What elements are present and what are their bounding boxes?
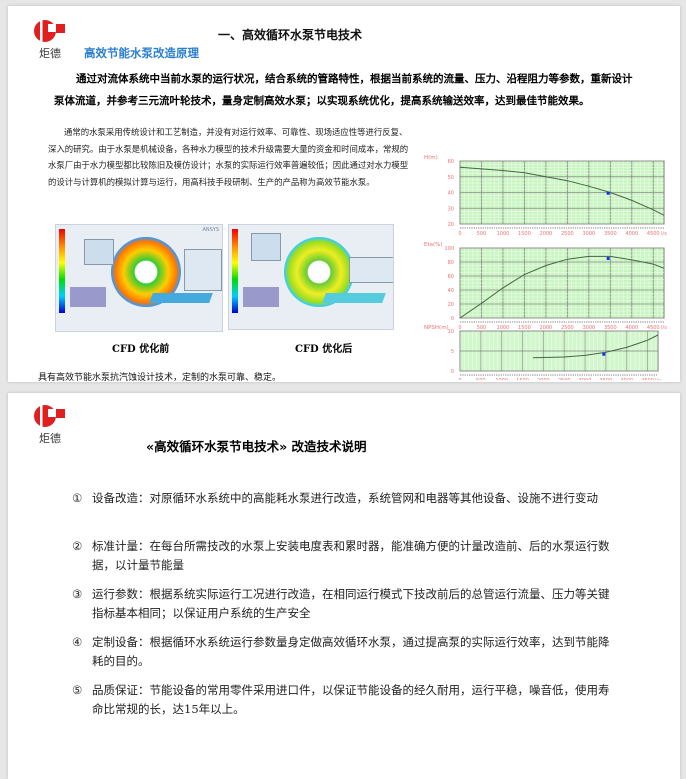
y-tick-label: 20 xyxy=(448,302,454,308)
y-tick-label: 10 xyxy=(448,329,454,335)
item-number: ① xyxy=(72,491,83,505)
y-tick-label: 0 xyxy=(451,316,454,322)
x-tick-label: 3500 xyxy=(604,231,617,237)
cfd-before-caption: CFD 优化前 xyxy=(112,344,170,355)
section-subtitle: 高效节能水泵改造原理 xyxy=(84,46,199,60)
series-line xyxy=(459,255,665,319)
x-tick-label: 3000 xyxy=(582,231,595,237)
y-tick-label: 20 xyxy=(448,222,454,228)
x-tick-label: 1500 xyxy=(518,231,531,237)
x-tick-label: 4000 xyxy=(625,325,638,331)
logo-mark-icon xyxy=(34,403,65,429)
logo: 炬德 xyxy=(30,403,70,448)
item-text: 运行参数：根据系统实际运行工况进行改造，在相同运行模式下技改前后的总管运行流量、… xyxy=(92,587,610,620)
y-tick-label: 60 xyxy=(448,159,454,165)
x-tick-label: 3000 xyxy=(579,378,592,380)
y-tick-label: 40 xyxy=(448,288,454,294)
logo-text: 炬德 xyxy=(39,47,61,60)
y-axis-label: H(m) xyxy=(424,155,438,161)
y-tick-label: 5 xyxy=(451,349,454,355)
x-tick-label: 4500 xyxy=(647,231,660,237)
intro-paragraph: 通过对流体系统中当前水泵的运行状况，结合系统的管路特性，根据当前系统的流量、压力… xyxy=(54,73,633,107)
x-tick-label: 0 xyxy=(458,231,461,237)
x-tick-label: 1500 xyxy=(518,325,531,331)
page-title: 一、高效循环水泵节电技术 xyxy=(218,28,363,42)
y-tick-label: 50 xyxy=(448,175,454,181)
item-number: ② xyxy=(72,539,83,553)
y-axis-label: NPSH(m) xyxy=(424,325,449,331)
x-tick-label: 4500 xyxy=(641,378,654,380)
y-axis-label: Eta(%) xyxy=(424,242,443,248)
y-tick-label: 100 xyxy=(444,246,454,252)
item-text: 定制设备：根据循环水系统运行参数量身定做高效循环水泵，通过提高泵的实际运行效率，… xyxy=(92,635,610,668)
cfd-image-after xyxy=(228,224,394,330)
series-line xyxy=(532,334,659,359)
series-line xyxy=(459,166,665,216)
list-item: ② 标准计量：在每台所需技改的水泵上安装电度表和累时器，能准确方便的计量改造前、后… xyxy=(72,537,612,575)
cfd-image-before: ANSYS xyxy=(55,224,223,332)
operating-point-marker xyxy=(606,257,610,260)
x-tick-label: 4500 xyxy=(647,325,660,331)
x-tick-label: 1000 xyxy=(497,231,510,237)
item-text: 品质保证：节能设备的常用零件采用进口件，以保证节能设备的经久耐用，运行平稳，噪音… xyxy=(92,683,610,716)
logo: 炬德 xyxy=(30,18,70,63)
logo-text: 炬德 xyxy=(39,432,61,445)
x-tick-label: 0 xyxy=(458,378,461,380)
x-tick-label: 500 xyxy=(476,378,486,380)
x-tick-label: 2500 xyxy=(558,378,571,380)
x-tick-label: 500 xyxy=(477,231,487,237)
y-tick-label: 30 xyxy=(448,206,454,212)
chart-2: 0 5 10 0 500 1000 1500 2000 2500 3000 3500 4000 4500… xyxy=(424,325,661,380)
footer-note: 具有高效节能水泵抗汽蚀设计技术，定制的水泵可靠、稳定。 xyxy=(38,373,282,383)
x-tick-label: 500 xyxy=(477,325,487,331)
x-tick-label: 2500 xyxy=(561,325,574,331)
x-tick-label: 3500 xyxy=(600,378,613,380)
y-tick-label: 0 xyxy=(451,369,454,375)
x-tick-label: 2000 xyxy=(537,378,550,380)
x-tick-label: 1000 xyxy=(495,378,508,380)
item-text: 设备改造：对原循环水系统中的高能耗水泵进行改造，系统管网和电器等其他设备、设施不… xyxy=(92,491,598,505)
item-number: ③ xyxy=(72,587,83,601)
body-paragraph: 通常的水泵采用传统设计和工艺制造，并没有对运行效率、可靠性、现场适应性等进行反复… xyxy=(48,127,409,187)
cfd-after-caption: CFD 优化后 xyxy=(295,344,353,355)
x-tick-label: 0 xyxy=(458,325,461,331)
operating-point-marker xyxy=(602,352,606,356)
y-tick-label: 40 xyxy=(448,191,454,197)
x-tick-label: 4000 xyxy=(620,378,633,380)
page-1: 炬德 一、高效循环水泵节电技术 高效节能水泵改造原理 通过对流体系统中当前水泵的… xyxy=(8,6,680,383)
y-tick-label: 60 xyxy=(448,274,454,280)
list-item: ① 设备改造：对原循环水系统中的高能耗水泵进行改造，系统管网和电器等其他设备、设施… xyxy=(72,489,612,508)
x-tick-label: 2500 xyxy=(561,231,574,237)
x-tick-label: 2000 xyxy=(540,231,553,237)
item-text: 标准计量：在每台所需技改的水泵上安装电度表和累时器，能准确方便的计量改造前、后的… xyxy=(92,539,610,572)
x-tick-label: l/s xyxy=(655,378,661,380)
page-title: «高效循环水泵节电技术» 改造技术说明 xyxy=(146,439,367,454)
x-tick-label: 1000 xyxy=(497,325,510,331)
list-item: ⑤ 品质保证：节能设备的常用零件采用进口件，以保证节能设备的经久耐用，运行平稳，噪… xyxy=(72,681,612,719)
x-tick-label: 2000 xyxy=(540,325,553,331)
logo-mark-icon xyxy=(34,18,65,44)
list-item: ④ 定制设备：根据循环水系统运行参数量身定做高效循环水泵，通过提高泵的实际运行效率… xyxy=(72,633,612,671)
ansys-label: ANSYS xyxy=(202,227,219,233)
x-tick-label: 3500 xyxy=(604,325,617,331)
operating-point-marker xyxy=(606,191,610,195)
x-tick-label: l/s xyxy=(661,325,667,331)
list-item: ③ 运行参数：根据系统实际运行工况进行改造，在相同运行模式下技改前后的总管运行流量… xyxy=(72,585,612,623)
x-tick-label: l/s xyxy=(661,231,667,237)
x-tick-label: 3000 xyxy=(582,325,595,331)
item-number: ⑤ xyxy=(72,683,83,697)
x-tick-label: 1500 xyxy=(516,378,529,380)
chart-0: 20 30 40 50 60 0 500 1000 1500 2000 2500 3000 3500 40… xyxy=(424,155,667,237)
item-number: ④ xyxy=(72,635,83,649)
page-2: 炬德 «高效循环水泵节电技术» 改造技术说明 ① 设备改造：对原循环水系统中的高能… xyxy=(8,393,680,779)
y-tick-label: 80 xyxy=(448,260,454,266)
x-tick-label: 4000 xyxy=(625,231,638,237)
